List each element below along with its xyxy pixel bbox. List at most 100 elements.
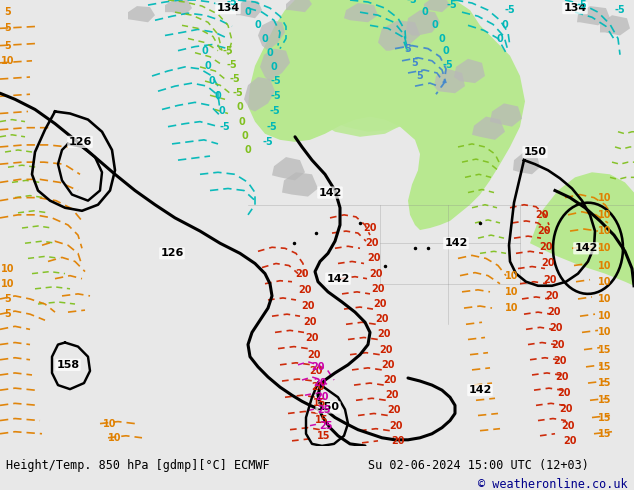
Polygon shape: [434, 69, 465, 93]
Polygon shape: [282, 172, 318, 196]
Text: 15: 15: [598, 378, 612, 388]
Text: 126: 126: [68, 137, 92, 147]
Text: -5: -5: [223, 46, 233, 56]
Text: 10: 10: [505, 287, 519, 297]
Polygon shape: [288, 0, 475, 132]
Text: 5: 5: [4, 41, 11, 50]
Text: Su 02-06-2024 15:00 UTC (12+03): Su 02-06-2024 15:00 UTC (12+03): [368, 459, 588, 472]
Text: 5: 5: [411, 58, 418, 68]
Text: 142: 142: [444, 238, 468, 248]
Text: -5: -5: [269, 106, 280, 117]
Text: 0: 0: [262, 33, 268, 44]
Text: 15: 15: [315, 415, 329, 424]
Text: 15: 15: [598, 362, 612, 372]
Text: 10: 10: [108, 433, 122, 443]
Text: 10: 10: [598, 226, 612, 236]
Text: 5: 5: [4, 7, 11, 17]
Text: 20: 20: [309, 366, 323, 376]
Text: 5: 5: [404, 44, 411, 53]
Text: 20: 20: [555, 372, 569, 382]
Text: 20: 20: [385, 390, 399, 400]
Text: 20: 20: [377, 329, 391, 340]
Text: 0: 0: [245, 7, 251, 17]
Polygon shape: [490, 103, 522, 127]
Text: 0: 0: [432, 21, 438, 30]
Text: 150: 150: [524, 147, 547, 157]
Text: 20: 20: [389, 420, 403, 431]
Text: 20: 20: [537, 226, 551, 236]
Text: 15: 15: [313, 398, 327, 408]
Text: 0: 0: [236, 102, 243, 112]
Text: 0: 0: [215, 91, 221, 101]
Text: 10: 10: [598, 244, 612, 253]
Text: Height/Temp. 850 hPa [gdmp][°C] ECMWF: Height/Temp. 850 hPa [gdmp][°C] ECMWF: [6, 459, 270, 472]
Text: -5: -5: [262, 137, 273, 147]
Text: 10: 10: [598, 311, 612, 321]
Text: 20: 20: [557, 388, 571, 398]
Polygon shape: [165, 0, 192, 15]
Polygon shape: [260, 49, 290, 81]
Text: 20: 20: [298, 285, 312, 295]
Text: -5: -5: [577, 0, 587, 10]
Text: 158: 158: [56, 360, 79, 370]
Polygon shape: [454, 59, 485, 83]
Text: 15: 15: [598, 344, 612, 355]
Text: -5: -5: [443, 60, 453, 70]
Text: -5: -5: [226, 0, 237, 7]
Polygon shape: [286, 0, 312, 12]
Text: 142: 142: [469, 385, 492, 395]
Text: 20: 20: [307, 350, 321, 360]
Polygon shape: [344, 3, 378, 22]
Text: 20: 20: [547, 307, 560, 317]
Text: 0: 0: [205, 61, 211, 71]
Text: 0: 0: [271, 62, 278, 72]
Text: 0: 0: [422, 7, 429, 17]
Text: 25: 25: [320, 420, 333, 431]
Polygon shape: [530, 172, 634, 286]
Text: 0: 0: [439, 33, 445, 44]
Text: 20: 20: [553, 356, 567, 366]
Text: 10: 10: [1, 279, 15, 289]
Text: 0: 0: [202, 46, 209, 56]
Text: -5: -5: [406, 0, 417, 5]
Text: © weatheronline.co.uk: © weatheronline.co.uk: [478, 478, 628, 490]
Text: -5: -5: [226, 60, 237, 70]
Text: -5: -5: [219, 122, 230, 132]
Text: 20: 20: [381, 360, 395, 370]
Text: 134: 134: [216, 3, 240, 13]
Text: -5: -5: [267, 122, 278, 132]
Text: -5: -5: [271, 91, 281, 101]
Text: 142: 142: [574, 244, 598, 253]
Text: 0: 0: [238, 117, 245, 126]
Text: 20: 20: [545, 291, 559, 301]
Text: 0: 0: [255, 21, 261, 30]
Polygon shape: [513, 152, 540, 174]
Text: -5: -5: [446, 0, 457, 10]
Text: 20: 20: [551, 340, 565, 349]
Text: 5: 5: [4, 309, 11, 319]
Text: 20: 20: [367, 253, 381, 264]
Text: 20: 20: [375, 314, 389, 324]
Polygon shape: [424, 0, 450, 12]
Text: 10: 10: [505, 303, 519, 313]
Text: 20: 20: [549, 323, 563, 333]
Polygon shape: [577, 6, 610, 25]
Text: 0: 0: [242, 131, 249, 141]
Text: 0: 0: [443, 46, 450, 56]
Polygon shape: [305, 0, 428, 137]
Text: 20: 20: [305, 334, 319, 343]
Text: 15: 15: [598, 429, 612, 439]
Text: 20: 20: [543, 275, 557, 285]
Text: 20: 20: [391, 436, 404, 446]
Text: 20: 20: [535, 210, 549, 220]
Text: 142: 142: [318, 188, 342, 197]
Text: 20: 20: [303, 317, 317, 327]
Polygon shape: [406, 10, 440, 35]
Text: 15: 15: [598, 395, 612, 405]
Text: 20: 20: [301, 301, 314, 311]
Text: 10: 10: [103, 418, 117, 429]
Text: 10: 10: [1, 264, 15, 273]
Text: 5: 5: [4, 294, 11, 304]
Text: 20: 20: [315, 392, 329, 402]
Text: -5: -5: [505, 5, 515, 15]
